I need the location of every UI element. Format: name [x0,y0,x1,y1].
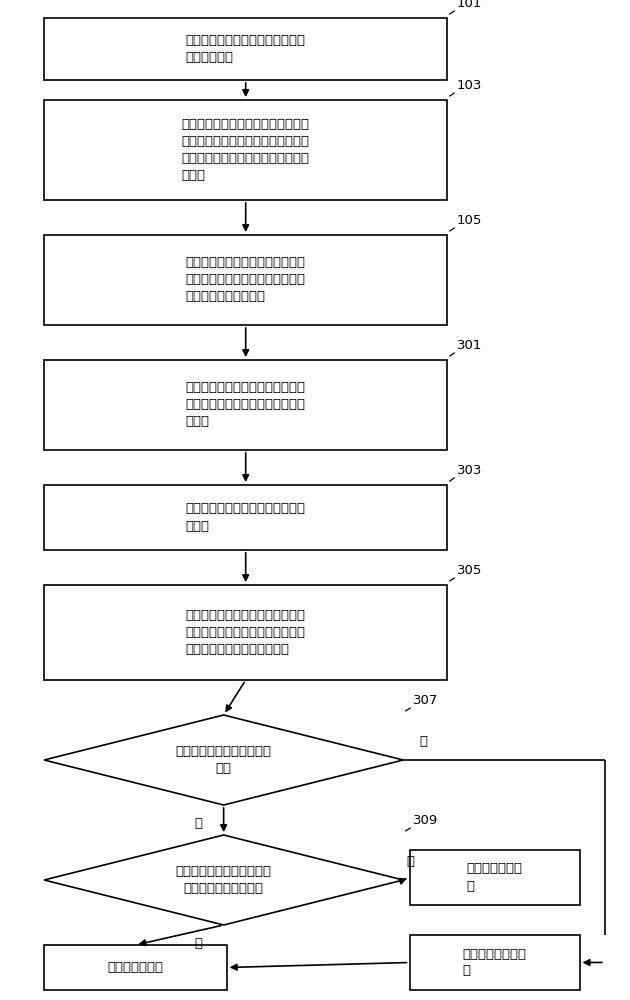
Text: 若所选择的检测项目为自助诊断，
则检测设备向服务器发送读取故障
码指令: 若所选择的检测项目为自助诊断， 则检测设备向服务器发送读取故障 码指令 [186,381,306,428]
Text: 检测设备判断接收到的故障
码是否是特定的故障码: 检测设备判断接收到的故障 码是否是特定的故障码 [176,865,272,895]
Text: 是: 是 [195,817,202,830]
Bar [44,360,447,450]
Bar [410,850,580,905]
Text: 否: 否 [419,735,427,748]
Text: 105: 105 [457,214,482,227]
Text: 309: 309 [413,814,438,827]
Bar [410,935,580,990]
Bar [44,585,447,680]
Text: 305: 305 [457,564,482,577]
Text: 服务器将读取故障码指令提供给车
载终端: 服务器将读取故障码指令提供给车 载终端 [186,502,306,532]
Text: 提示显示没有故障
码: 提示显示没有故障 码 [462,948,527,978]
Polygon shape [44,835,403,925]
Text: 301: 301 [457,339,482,352]
Text: 检测设备根据输入的车型配置代码
确定车辆的车型配置，根据车型配
置选择相应的检测项目: 检测设备根据输入的车型配置代码 确定车辆的车型配置，根据车型配 置选择相应的检测… [186,256,306,303]
Text: 否: 否 [406,855,415,868]
Bar [44,235,447,325]
Text: 车载终端根据读取故障码指令获取
车辆故障码，并将获取的车辆故障
码通过服务器发送给检测设备: 车载终端根据读取故障码指令获取 车辆故障码，并将获取的车辆故障 码通过服务器发送… [186,609,306,656]
Bar [44,485,447,550]
Text: 判断为诊断不合
格: 判断为诊断不合 格 [467,862,522,892]
Text: 是: 是 [195,937,202,950]
Bar [44,18,447,80]
Text: 307: 307 [413,694,438,707]
Text: 303: 303 [457,464,482,477]
Bar [44,945,227,990]
Text: 检测设备根据输入的车辆识别码，向
服务器发送建立通讯连接的指令，服
务器将建立通讯连接的指令发送给车
载终端: 检测设备根据输入的车辆识别码，向 服务器发送建立通讯连接的指令，服 务器将建立通… [181,118,310,182]
Text: 101: 101 [457,0,482,10]
Text: 判断为诊断合格: 判断为诊断合格 [108,961,163,974]
Text: 检测设备判断是否接收到故
障码: 检测设备判断是否接收到故 障码 [176,745,272,775]
Polygon shape [44,715,403,805]
Bar [44,100,447,200]
Text: 检测设备接收输入的车辆识别码和
车型配置代码: 检测设备接收输入的车辆识别码和 车型配置代码 [186,34,306,64]
Text: 103: 103 [457,79,482,92]
